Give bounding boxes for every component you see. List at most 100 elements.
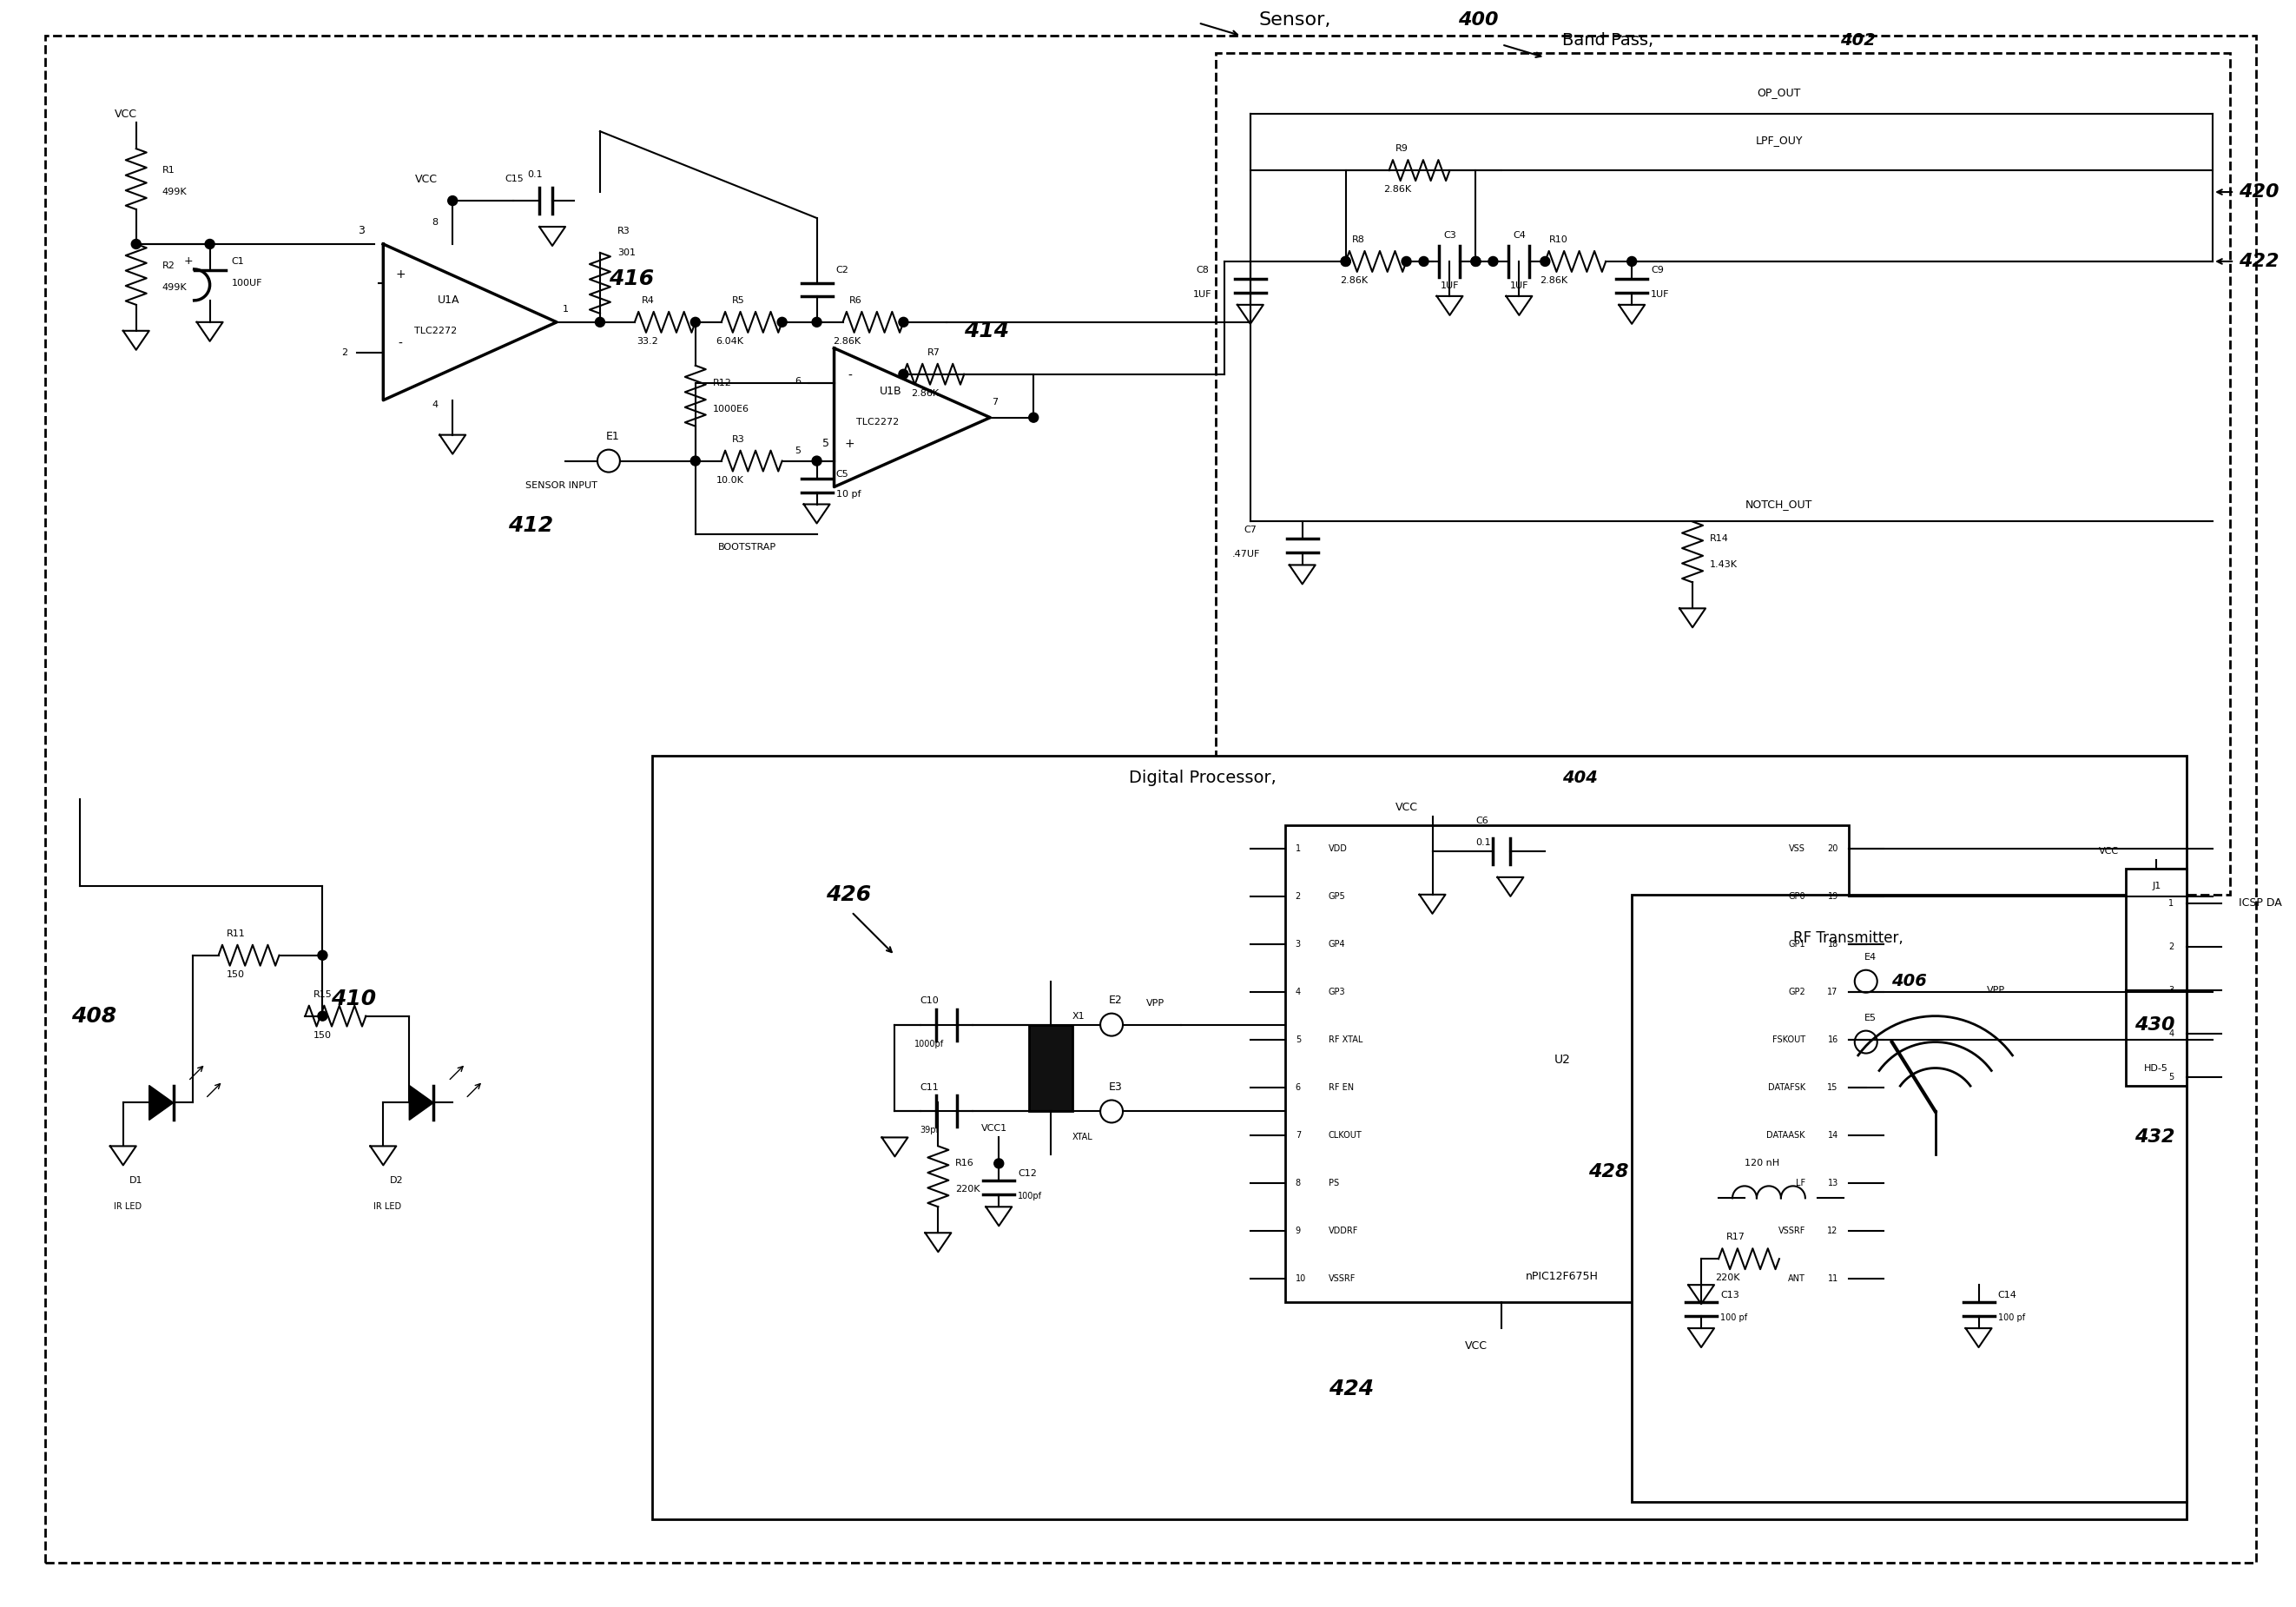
Text: 3: 3 <box>358 225 365 236</box>
Text: TLC2272: TLC2272 <box>856 418 898 426</box>
Text: 150: 150 <box>315 1030 331 1040</box>
Text: +: + <box>395 268 406 281</box>
Circle shape <box>448 196 457 206</box>
Text: LF: LF <box>1795 1178 1805 1188</box>
Text: J1: J1 <box>2151 882 2161 890</box>
Text: FSKOUT: FSKOUT <box>1773 1035 1805 1045</box>
Circle shape <box>1488 257 1497 267</box>
Text: 220K: 220K <box>1715 1274 1740 1282</box>
Text: R12: R12 <box>712 379 732 387</box>
Text: 2.86K: 2.86K <box>1384 185 1412 194</box>
Text: +: + <box>184 256 193 267</box>
Text: VSSRF: VSSRF <box>1329 1274 1355 1282</box>
Circle shape <box>317 1011 328 1020</box>
Text: R17: R17 <box>1727 1233 1745 1242</box>
Text: VCC1: VCC1 <box>980 1125 1008 1133</box>
Text: VPP: VPP <box>1146 998 1164 1008</box>
Text: +: + <box>845 437 854 450</box>
Bar <box>1286 824 1848 1302</box>
Text: 430: 430 <box>2135 1016 2174 1033</box>
Text: C7: C7 <box>1244 525 1256 535</box>
Text: VPP: VPP <box>1986 985 2004 995</box>
Text: R7: R7 <box>928 349 941 357</box>
Text: IR LED: IR LED <box>113 1202 142 1212</box>
Text: 9: 9 <box>1295 1226 1302 1236</box>
Circle shape <box>1341 257 1350 267</box>
Text: 5: 5 <box>794 447 801 455</box>
Text: X1: X1 <box>1072 1012 1086 1020</box>
Text: 1.43K: 1.43K <box>1711 561 1738 569</box>
Text: 406: 406 <box>1892 974 1926 990</box>
Circle shape <box>595 317 604 326</box>
Text: C4: C4 <box>1513 231 1525 239</box>
Text: 1000pf: 1000pf <box>914 1040 944 1048</box>
Text: IR LED: IR LED <box>374 1202 402 1212</box>
Text: C2: C2 <box>836 265 850 275</box>
Text: 4: 4 <box>432 400 439 408</box>
Text: 100 pf: 100 pf <box>1998 1313 2025 1323</box>
Text: 404: 404 <box>1564 770 1598 786</box>
Text: LPF_OUY: LPF_OUY <box>1756 135 1802 146</box>
Text: 1UF: 1UF <box>1651 289 1669 299</box>
Text: 6: 6 <box>1295 1083 1302 1091</box>
Text: C14: C14 <box>1998 1290 2016 1300</box>
Text: 420: 420 <box>2239 183 2280 201</box>
Text: VSSRF: VSSRF <box>1777 1226 1805 1236</box>
Text: 432: 432 <box>2135 1128 2174 1146</box>
Text: 5: 5 <box>2167 1072 2174 1082</box>
Text: 426: 426 <box>827 884 870 905</box>
Text: C15: C15 <box>505 175 523 183</box>
Text: VCC: VCC <box>416 174 439 185</box>
Text: 7: 7 <box>992 397 999 407</box>
Bar <box>1029 1025 1072 1112</box>
Text: 2: 2 <box>2167 942 2174 951</box>
Text: 17: 17 <box>1828 988 1839 996</box>
Circle shape <box>1419 257 1428 267</box>
Text: R3: R3 <box>618 227 629 235</box>
Text: GP3: GP3 <box>1329 988 1345 996</box>
Text: 0.1: 0.1 <box>1476 839 1490 847</box>
Text: E3: E3 <box>1109 1082 1123 1093</box>
Text: OP_OUT: OP_OUT <box>1756 87 1800 98</box>
Bar <box>1632 895 2186 1501</box>
Circle shape <box>994 1159 1003 1168</box>
Text: GP4: GP4 <box>1329 940 1345 948</box>
Text: 10.0K: 10.0K <box>716 476 744 484</box>
Text: 0.1: 0.1 <box>528 170 542 178</box>
Circle shape <box>1029 413 1038 423</box>
Text: R2: R2 <box>163 262 174 270</box>
Text: TLC2272: TLC2272 <box>413 326 457 336</box>
Text: 6: 6 <box>794 376 801 386</box>
Text: 2.86K: 2.86K <box>1541 276 1568 284</box>
Text: 8: 8 <box>432 219 439 227</box>
Text: R8: R8 <box>1352 235 1366 244</box>
Text: U1B: U1B <box>879 386 902 397</box>
Text: NOTCH_OUT: NOTCH_OUT <box>1745 498 1814 509</box>
Text: nPIC12F675H: nPIC12F675H <box>1527 1271 1598 1282</box>
Text: 424: 424 <box>1329 1379 1373 1400</box>
Text: 15: 15 <box>1828 1083 1839 1091</box>
Text: 5: 5 <box>1295 1035 1302 1045</box>
Text: 1000E6: 1000E6 <box>712 405 748 413</box>
Text: 5: 5 <box>822 437 829 450</box>
Text: 12: 12 <box>1828 1226 1839 1236</box>
Text: 2.86K: 2.86K <box>1341 276 1368 284</box>
Text: DATAASK: DATAASK <box>1766 1131 1805 1139</box>
Circle shape <box>691 456 700 466</box>
Text: 16: 16 <box>1828 1035 1839 1045</box>
Text: 100pf: 100pf <box>1017 1192 1042 1200</box>
Text: ICSP DA: ICSP DA <box>2239 898 2282 910</box>
Text: GP2: GP2 <box>1789 988 1805 996</box>
Text: 422: 422 <box>2239 252 2280 270</box>
Text: 10 pf: 10 pf <box>836 490 861 498</box>
Text: 301: 301 <box>618 249 636 257</box>
Text: E1: E1 <box>606 431 620 442</box>
Text: C11: C11 <box>921 1083 939 1091</box>
Text: R4: R4 <box>641 296 654 305</box>
Text: C9: C9 <box>1651 265 1665 275</box>
Circle shape <box>691 317 700 326</box>
Text: C12: C12 <box>1017 1170 1038 1178</box>
Text: RF XTAL: RF XTAL <box>1329 1035 1362 1045</box>
Text: RF Transmitter,: RF Transmitter, <box>1793 930 1903 947</box>
Text: 1: 1 <box>2167 898 2174 908</box>
